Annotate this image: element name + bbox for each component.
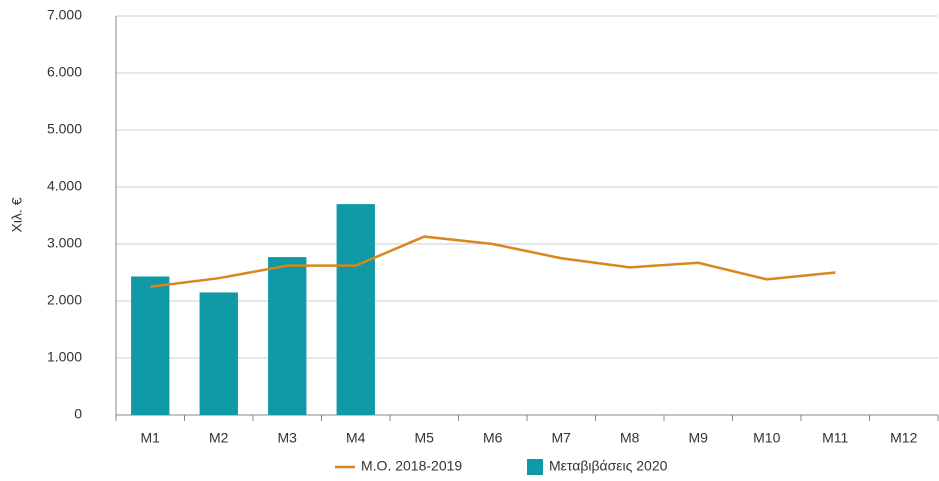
- bar: [336, 204, 375, 415]
- y-tick-label: 6.000: [47, 64, 82, 80]
- x-tick-label: M5: [415, 430, 435, 446]
- y-tick-label: 1.000: [47, 349, 82, 365]
- legend-label: Μεταβιβάσεις 2020: [549, 458, 668, 474]
- x-tick-label: M6: [483, 430, 503, 446]
- x-tick-label: M12: [890, 430, 917, 446]
- x-tick-label: M9: [689, 430, 709, 446]
- x-tick-label: M1: [141, 430, 161, 446]
- bar: [131, 276, 170, 415]
- x-tick-label: M3: [278, 430, 298, 446]
- y-tick-label: 4.000: [47, 178, 82, 194]
- y-tick-label: 2.000: [47, 292, 82, 308]
- line: [150, 235, 836, 288]
- bar: [199, 292, 238, 415]
- y-tick-label: 7.000: [47, 7, 82, 23]
- x-tick-label: M10: [753, 430, 780, 446]
- y-axis-label: Χιλ. €: [9, 197, 25, 232]
- y-tick-label: 3.000: [47, 235, 82, 251]
- x-tick-label: M4: [346, 430, 366, 446]
- y-tick-label: 0: [74, 406, 82, 422]
- x-tick-label: M2: [209, 430, 229, 446]
- bar: [268, 257, 307, 415]
- y-tick-label: 5.000: [47, 121, 82, 137]
- x-tick-label: M11: [822, 430, 848, 446]
- legend-swatch: [527, 459, 543, 475]
- x-tick-label: M8: [620, 430, 640, 446]
- legend-label: Μ.Ο. 2018-2019: [361, 458, 462, 474]
- x-tick-label: M7: [552, 430, 572, 446]
